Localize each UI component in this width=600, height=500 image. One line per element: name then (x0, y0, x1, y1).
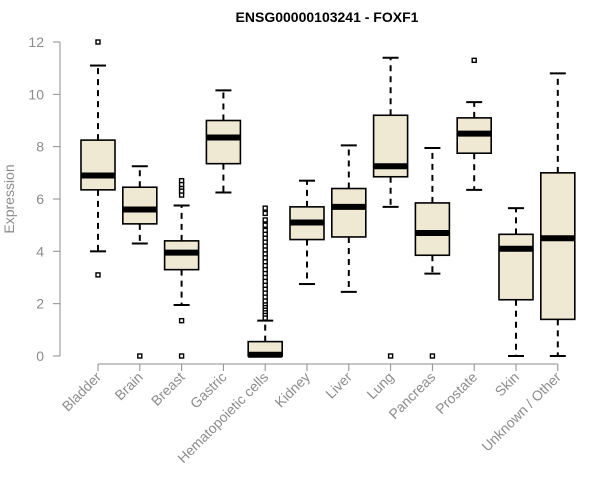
x-tick-label: Kidney (272, 369, 314, 411)
y-tick-label: 2 (36, 296, 44, 312)
outlier-point (95, 39, 101, 45)
y-tick-label: 4 (36, 243, 44, 259)
y-tick-label: 12 (28, 34, 44, 50)
x-tick-label: Liver (322, 369, 355, 402)
iqr-box (80, 139, 116, 191)
box-liver (330, 144, 367, 293)
x-tick-label: Prostate (432, 369, 480, 417)
box-pancreas (414, 146, 451, 359)
y-tick-label: 10 (28, 86, 44, 102)
box-lung (372, 56, 409, 359)
iqr-box (414, 202, 451, 257)
y-tick-label: 6 (36, 191, 44, 207)
outlier-point (471, 57, 477, 64)
x-tick-label: Lung (363, 369, 396, 402)
box-bladder (80, 39, 116, 278)
outlier-point (95, 272, 101, 278)
outlier-point (178, 353, 185, 359)
y-axis-label: Expression (1, 164, 17, 233)
chart-title: ENSG00000103241 - FOXF1 (236, 9, 419, 25)
outlier-point (262, 222, 268, 228)
boxes-group (80, 39, 576, 359)
outlier-point (262, 315, 268, 321)
iqr-box (122, 186, 158, 225)
box-skin (498, 207, 534, 357)
outlier-point (262, 205, 268, 211)
iqr-box (498, 233, 534, 301)
outlier-point (178, 317, 185, 324)
y-axis: 0 2 4 6 8 10 12 (28, 34, 61, 364)
box-prostate (456, 57, 493, 191)
outlier-point (262, 217, 268, 223)
outlier-point (262, 210, 268, 217)
box-gastric (205, 89, 242, 194)
outlier-point (387, 353, 394, 359)
x-tick-label: Breast (148, 369, 188, 409)
iqr-box (539, 172, 576, 321)
outlier-point (429, 353, 436, 359)
x-tick-label: Skin (492, 369, 523, 400)
y-tick-label: 0 (36, 348, 44, 364)
x-tick-label: Bladder (59, 369, 105, 415)
x-tick-label: Unknown / Other (478, 369, 564, 455)
iqr-box (205, 119, 242, 165)
outlier-point (178, 192, 185, 198)
box-brain (122, 165, 158, 359)
box-kidney (289, 179, 325, 286)
outlier-point (137, 353, 143, 359)
iqr-box (330, 187, 367, 238)
x-tick-label: Brain (111, 369, 145, 403)
box-breast (163, 177, 200, 359)
y-tick-label: 8 (36, 139, 44, 155)
box-hematopoietic-cells (247, 205, 283, 358)
box-unknown-other (539, 72, 576, 357)
